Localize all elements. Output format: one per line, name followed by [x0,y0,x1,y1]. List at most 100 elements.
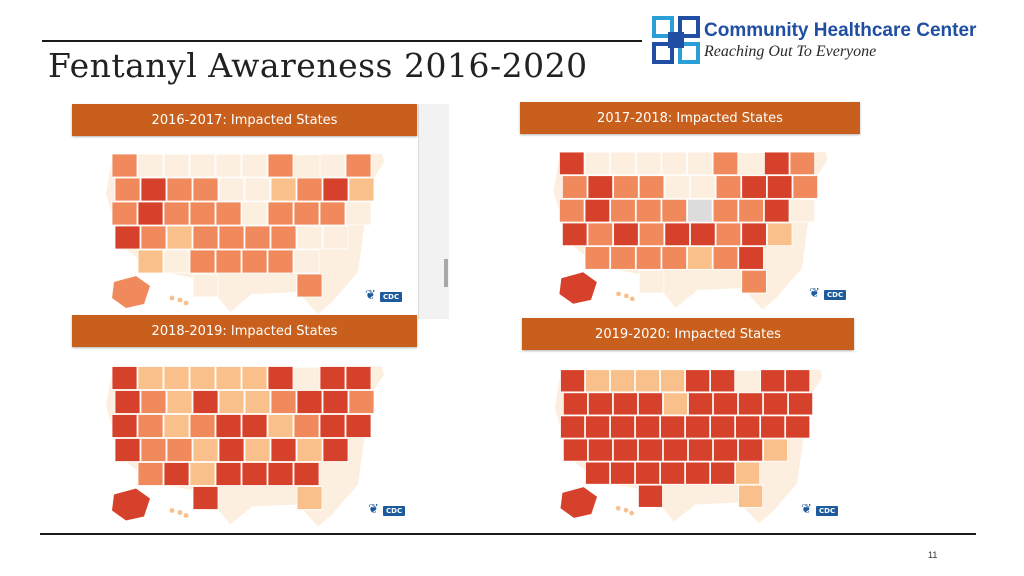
panel-header: 2019-2020: Impacted States [522,318,854,350]
state-region [241,153,268,178]
state-region [241,462,268,486]
state-region [114,177,141,202]
state-region [792,175,819,199]
state-region [345,366,372,390]
state-region [111,366,138,390]
state-region [322,225,349,250]
state-region [296,486,323,510]
state-region [140,225,167,250]
state-region [241,366,268,390]
state-region [319,366,346,390]
hawaii-island [169,508,175,513]
state-region [738,438,763,462]
state-region [663,392,688,416]
state-region [587,175,614,199]
state-region [687,151,713,176]
hhs-eagle-icon: ❦ [365,287,376,302]
state-region [163,153,190,178]
state-region [267,249,294,274]
state-region [137,249,164,274]
panel-header: 2017-2018: Impacted States [520,102,860,134]
hawaii-island [183,513,189,518]
state-region [192,438,219,462]
us-map [106,366,384,527]
state-region [296,390,323,414]
state-region [166,177,193,202]
state-region [789,198,816,223]
state-region [319,201,346,226]
hawaii-island [177,510,183,515]
cdc-badge: CDC [383,506,406,516]
state-region [215,414,242,438]
state-region [215,366,242,390]
state-region [610,198,636,223]
state-region [192,486,219,510]
hawaii-island [629,296,635,302]
state-region [764,151,790,176]
state-region [267,366,294,390]
state-region [189,249,216,274]
state-region [241,249,268,274]
state-region [738,392,763,416]
map-panel-2018-2019: 2018-2019: Impacted States ❦ CDC [72,315,417,530]
state-region [610,415,635,439]
panel-header: 2016-2017: Impacted States [72,104,417,136]
state-region [561,222,588,247]
state-region [215,462,242,486]
state-region [610,369,635,393]
state-region [293,249,320,274]
state-region [560,415,585,439]
state-region [192,390,219,414]
organization-logo: Community Healthcare Center Reaching Out… [652,14,978,66]
state-region [163,462,190,486]
state-region [638,484,663,508]
state-region [660,369,686,393]
scrollbar[interactable] [418,104,449,319]
hawaii-island [615,505,621,511]
state-region [267,414,294,438]
state-region [660,461,686,485]
state-region [635,198,662,223]
scrollbar-thumb[interactable] [444,259,448,287]
state-region [163,201,190,226]
hawaii-island [616,291,621,297]
state-region [561,175,588,199]
state-region [137,153,164,178]
alaska-region [112,276,150,308]
state-region [587,222,614,247]
state-region [137,462,164,486]
state-region [267,153,294,178]
state-region [111,201,138,226]
slide-title: Fentanyl Awareness 2016-2020 [48,46,588,85]
state-region [114,438,141,462]
state-region [610,246,636,270]
state-region [741,269,767,294]
cdc-badge: CDC [824,290,847,300]
state-region [687,198,713,223]
state-region [244,438,271,462]
state-region [189,201,216,226]
state-region [293,414,320,438]
state-region [738,198,764,223]
state-region [296,273,323,298]
state-region [215,201,242,226]
state-region [215,249,242,274]
state-region [559,198,585,223]
state-region [687,246,713,270]
state-region [296,438,323,462]
state-region [712,246,739,270]
state-region [664,222,690,247]
state-region [788,392,814,416]
state-region [584,246,611,270]
cdc-badge: CDC [816,506,839,516]
state-region [137,366,164,390]
state-region [735,461,761,485]
hawaii-island [183,300,189,306]
state-region [562,438,588,462]
state-region [296,177,323,202]
state-region [661,198,687,223]
state-region [111,153,138,178]
state-region [241,201,268,226]
state-region [764,198,790,223]
state-region [613,438,638,462]
